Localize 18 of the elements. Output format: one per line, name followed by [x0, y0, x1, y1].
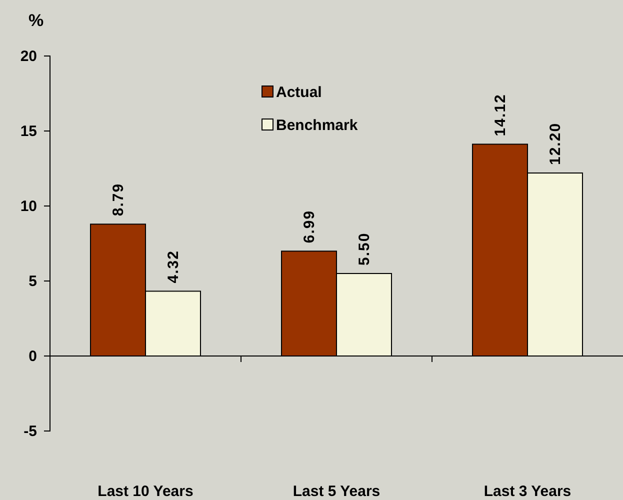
data-label: 4.32 — [165, 250, 182, 284]
x-tick-label: Last 5 Years — [292, 483, 380, 500]
data-label: 14.12 — [492, 94, 509, 136]
x-tick-label: Last 10 Years — [98, 483, 194, 500]
y-tick-label: 15 — [20, 122, 37, 140]
y-axis-title: % — [28, 11, 44, 30]
data-label: 6.99 — [301, 210, 318, 244]
y-tick-label: 0 — [28, 348, 37, 365]
x-tick-label: Last 3 Years — [484, 483, 572, 500]
data-label: 8.79 — [110, 182, 127, 216]
y-tick-label: 20 — [20, 48, 37, 65]
data-label: 5.50 — [356, 232, 373, 266]
data-label: 12.20 — [547, 122, 564, 165]
y-tick-label: 5 — [28, 272, 37, 290]
legend-label: Actual — [276, 84, 322, 101]
y-tick-label: -5 — [24, 422, 37, 440]
legend-label: Benchmark — [276, 117, 358, 134]
y-tick-label: 10 — [20, 198, 37, 215]
